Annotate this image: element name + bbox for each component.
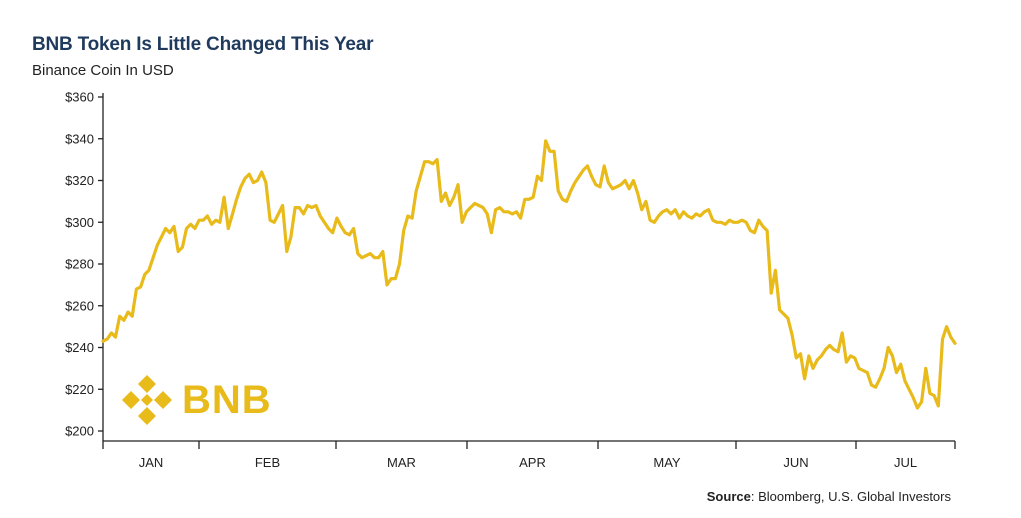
- source-text: : Bloomberg, U.S. Global Investors: [750, 489, 951, 504]
- y-tick-label: $340: [65, 131, 94, 146]
- y-tick-label: $240: [65, 340, 94, 355]
- y-tick-label: $320: [65, 173, 94, 188]
- x-tick-label: JUL: [894, 455, 917, 470]
- x-tick-label: FEB: [255, 455, 280, 470]
- y-tick-label: $280: [65, 257, 94, 272]
- x-axis: JAN FEB MAR APR MAY JUN JUL: [102, 440, 956, 470]
- y-tick-label: $300: [65, 215, 94, 230]
- source-label: Source: [706, 489, 751, 504]
- y-tick-label: $220: [65, 382, 94, 397]
- x-tick-label: APR: [519, 455, 546, 470]
- x-tick-label: JAN: [139, 455, 164, 470]
- y-axis: $200 $220 $240 $260 $280 $300 $320 $340 $360: [65, 90, 104, 441]
- logo-text: BNB: [182, 377, 272, 422]
- y-tick-label: $200: [65, 424, 94, 439]
- y-tick-label: $360: [65, 90, 94, 105]
- y-tick-label: $260: [65, 298, 94, 313]
- bnb-price-line: [101, 139, 957, 410]
- chart-title: BNB Token Is Little Changed This Year: [32, 34, 374, 55]
- x-tick-label: MAY: [653, 455, 681, 470]
- chart-subtitle: Binance Coin In USD: [32, 62, 174, 79]
- source-note: Source: Bloomberg, U.S. Global Investors: [707, 489, 951, 504]
- x-tick-label: JUN: [783, 455, 808, 470]
- binance-diamond-icon: [122, 375, 172, 425]
- plot-area: [101, 139, 957, 410]
- x-tick-label: MAR: [387, 455, 416, 470]
- bnb-logo: BNB: [120, 373, 272, 427]
